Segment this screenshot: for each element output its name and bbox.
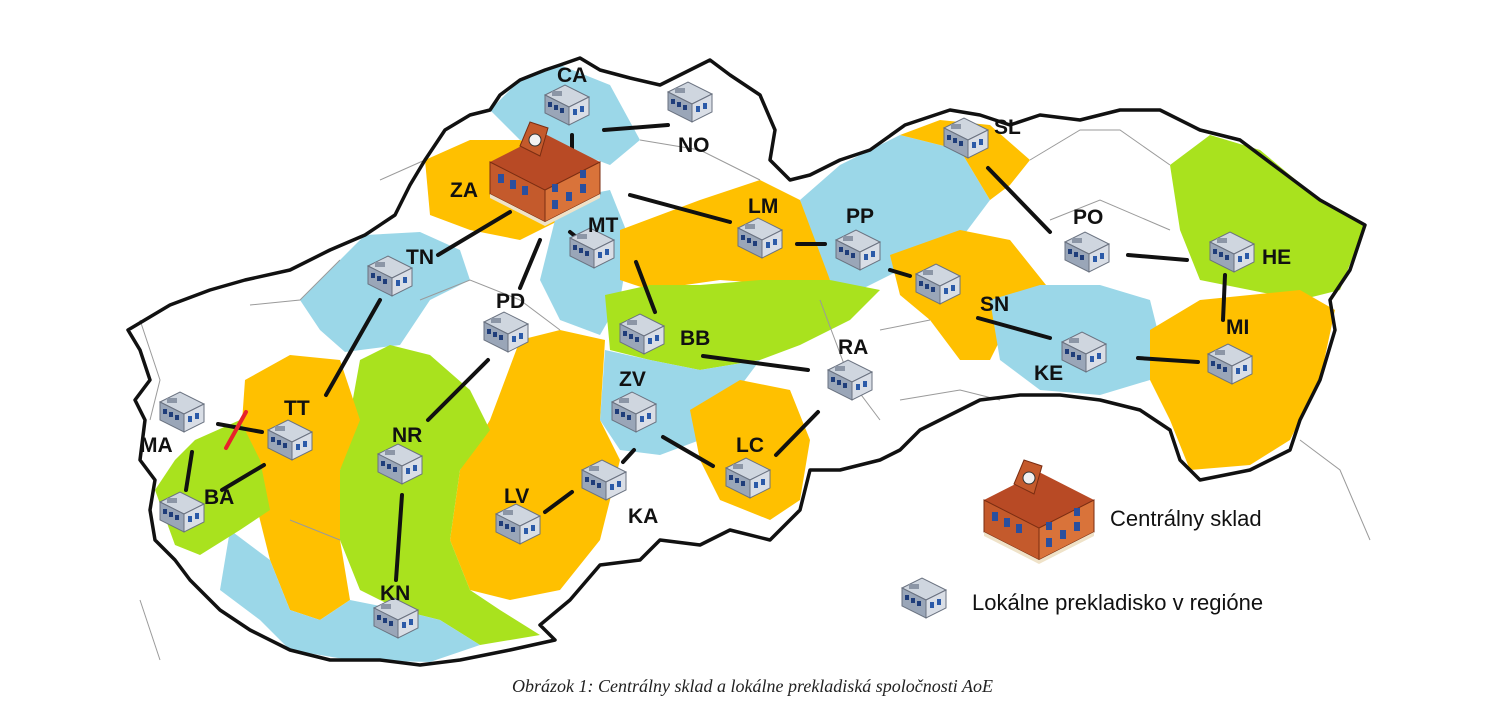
region-bb xyxy=(605,280,880,370)
region-tt xyxy=(240,355,360,620)
label-lv: LV xyxy=(504,485,529,508)
link-ke xyxy=(976,316,1052,340)
label-tt: TT xyxy=(284,397,310,420)
label-po: PO xyxy=(1073,206,1103,229)
region-sn xyxy=(890,230,1050,360)
connections xyxy=(184,123,1227,582)
label-he: HE xyxy=(1262,246,1291,269)
link-ra-lc xyxy=(774,410,820,457)
link-tn xyxy=(436,210,512,257)
link-mi xyxy=(1221,273,1227,322)
label-bb: BB xyxy=(680,327,710,350)
label-mi: MI xyxy=(1226,316,1249,339)
region-labels: CA NO ZA MT LM PP SL PO HE TN PD BB RA S… xyxy=(140,64,1291,605)
link-ba-tt xyxy=(220,463,266,492)
label-pd: PD xyxy=(496,290,525,313)
link-ra xyxy=(701,354,810,372)
label-tn: TN xyxy=(406,246,434,269)
legend: Centrálny sklad Lokálne prekladisko v re… xyxy=(901,459,1263,619)
label-kn: KN xyxy=(380,582,410,605)
label-ma: MA xyxy=(140,434,173,457)
depot-ma-icon xyxy=(159,391,205,433)
label-lm: LM xyxy=(748,195,778,218)
depot-ra-icon xyxy=(827,359,873,401)
link-nr xyxy=(426,358,490,422)
link-ka xyxy=(621,448,636,464)
depot-po-icon xyxy=(1064,231,1110,273)
label-ke: KE xyxy=(1034,362,1063,385)
legend-central-icon xyxy=(983,459,1095,565)
link-ma-tt xyxy=(216,422,264,434)
link-sn xyxy=(888,268,912,278)
legend-central-label: Centrálny sklad xyxy=(1110,506,1262,531)
link-pd xyxy=(518,238,542,290)
label-sn: SN xyxy=(980,293,1009,316)
region-mi xyxy=(1150,290,1335,470)
link-he xyxy=(1126,253,1189,262)
region-lm xyxy=(620,180,830,290)
country-border xyxy=(126,56,1367,667)
label-zv: ZV xyxy=(619,368,646,391)
label-no: NO xyxy=(678,134,710,157)
cut-line xyxy=(224,410,248,450)
depot-no-icon xyxy=(667,81,713,123)
link-ke-mi xyxy=(1136,356,1200,364)
link-tt xyxy=(324,298,382,397)
label-nr: NR xyxy=(392,424,422,447)
label-sl: SL xyxy=(994,116,1021,139)
link-no xyxy=(602,123,670,132)
region-lv xyxy=(450,330,620,600)
label-za: ZA xyxy=(450,179,478,202)
link-ma-ba xyxy=(184,450,194,492)
figure-caption: Obrázok 1: Centrálny sklad a lokálne pre… xyxy=(512,676,993,696)
link-bb xyxy=(634,260,657,314)
label-ca: CA xyxy=(557,64,587,87)
label-pp: PP xyxy=(846,205,874,228)
link-kn xyxy=(394,493,404,582)
label-ka: KA xyxy=(628,505,658,528)
region-nr xyxy=(340,345,540,645)
legend-local-icon xyxy=(901,577,947,619)
label-lc: LC xyxy=(736,434,764,457)
link-lm xyxy=(628,193,732,224)
link-lv xyxy=(543,490,574,514)
label-mt: MT xyxy=(588,214,618,237)
link-lc xyxy=(661,435,715,468)
label-ra: RA xyxy=(838,336,868,359)
label-ba: BA xyxy=(204,486,234,509)
slovakia-map: CA NO ZA MT LM PP SL PO HE TN PD BB RA S… xyxy=(126,56,1371,667)
legend-local-label: Lokálne prekladisko v regióne xyxy=(972,590,1263,615)
link-po xyxy=(986,166,1052,234)
region-lc xyxy=(690,380,810,520)
